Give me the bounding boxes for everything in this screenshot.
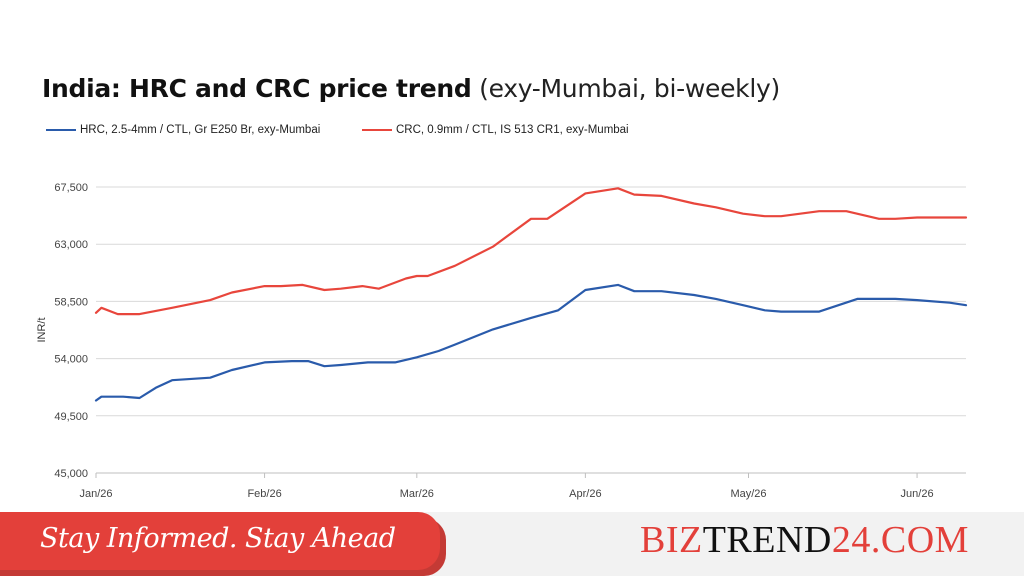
x-tick-label: Feb/26 <box>247 488 281 500</box>
x-tick-label: Mar/26 <box>400 488 434 500</box>
slogan-text: Stay Informed. Stay Ahead <box>40 523 396 554</box>
legend-swatch-crc <box>362 129 392 131</box>
y-tick-label: 49,500 <box>54 411 88 423</box>
legend-swatch-hrc <box>46 129 76 131</box>
legend-item-crc: CRC, 0.9mm / CTL, IS 513 CR1, exy-Mumbai <box>362 124 629 136</box>
y-tick-label: 58,500 <box>54 296 88 308</box>
series-line-hrc <box>94 283 968 402</box>
brand-part-biz: BIZ <box>640 519 703 561</box>
brand-part-trend: TREND <box>702 519 832 561</box>
x-tick-label: Jan/26 <box>79 488 112 500</box>
y-tick-label: 67,500 <box>54 182 88 194</box>
legend-item-hrc: HRC, 2.5-4mm / CTL, Gr E250 Br, exy-Mumb… <box>46 124 320 136</box>
series-line-crc <box>94 187 968 316</box>
x-tick-label: Jun/26 <box>901 488 934 500</box>
gridlines <box>96 186 966 474</box>
chart-subtitle: (exy-Mumbai, bi-weekly) <box>479 74 780 103</box>
brand-logo[interactable]: BIZTREND24.COM <box>640 518 969 562</box>
x-tick-label: Apr/26 <box>569 488 601 500</box>
axes: 45,000 49,500 54,000 58,500 63,000 67,500 Jan/… <box>54 182 966 500</box>
line-chart: 45,000 49,500 54,000 58,500 63,000 67,500 Jan/… <box>36 182 968 500</box>
y-axis-label: INR/t <box>36 317 48 342</box>
legend-label-hrc: HRC, 2.5-4mm / CTL, Gr E250 Br, exy-Mumb… <box>80 124 321 136</box>
y-tick-label: 45,000 <box>54 468 88 480</box>
series-lines <box>94 187 968 402</box>
chart-title-main: India: HRC and CRC price trend <box>42 74 472 103</box>
legend-label-crc: CRC, 0.9mm / CTL, IS 513 CR1, exy-Mumbai <box>396 124 629 136</box>
y-tick-label: 63,000 <box>54 239 88 251</box>
x-tick-label: May/26 <box>730 488 766 500</box>
slogan-banner <box>0 512 440 570</box>
y-tick-label: 54,000 <box>54 354 88 366</box>
brand-part-domain: 24.COM <box>831 519 969 561</box>
chart-title: India: HRC and CRC price trend (exy-Mumb… <box>42 74 780 103</box>
